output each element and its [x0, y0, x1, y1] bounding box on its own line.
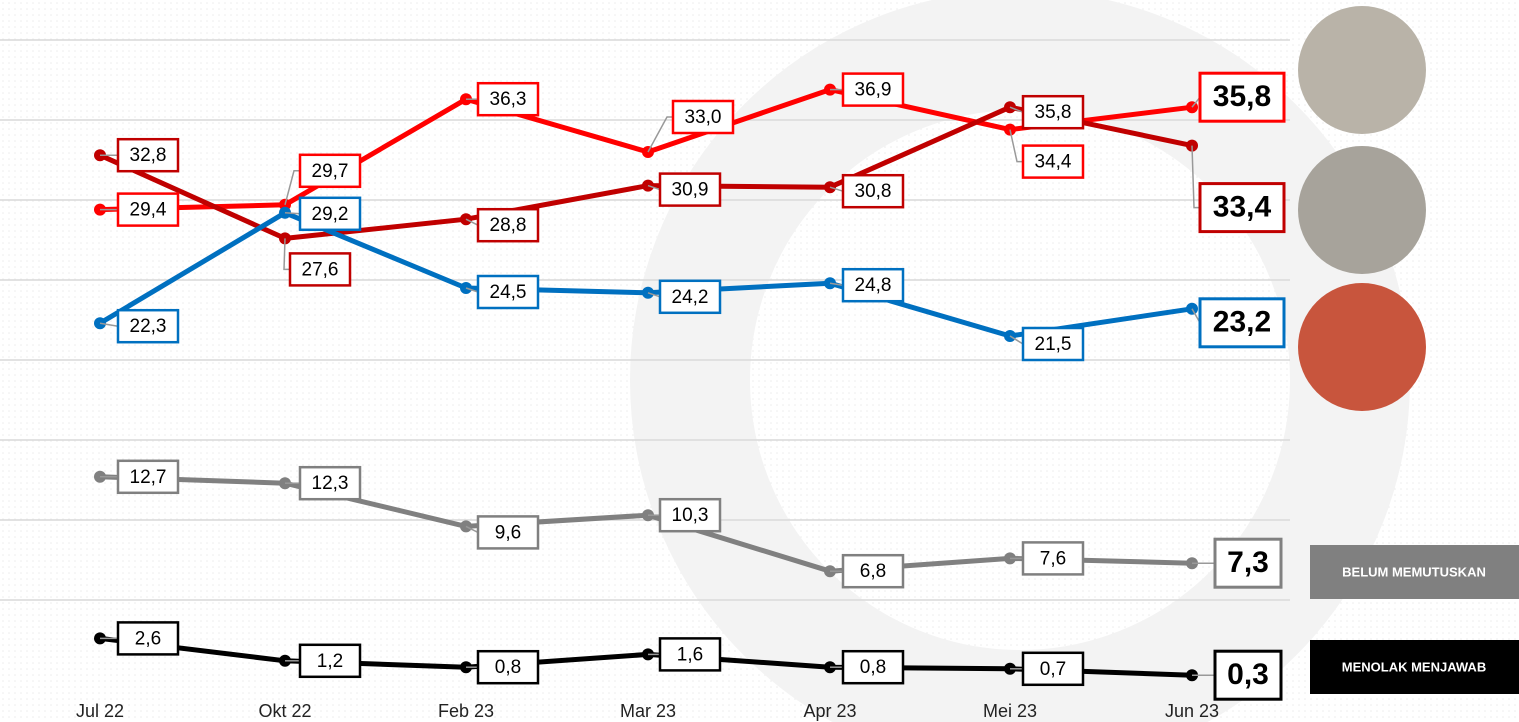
x-tick-label: Feb 23 — [438, 701, 494, 721]
x-tick-label: Jun 23 — [1165, 701, 1219, 721]
data-label: 10,3 — [672, 505, 709, 526]
data-label: 1,6 — [677, 644, 703, 665]
data-label: 33,0 — [685, 107, 722, 128]
data-label: 2,6 — [135, 628, 161, 649]
x-tick-label: Jul 22 — [76, 701, 124, 721]
data-label: 24,5 — [490, 282, 527, 303]
data-label: 36,9 — [855, 80, 892, 101]
data-label: 9,6 — [495, 522, 521, 543]
data-label: 35,8 — [1035, 102, 1072, 123]
data-label: 23,2 — [1213, 306, 1271, 339]
x-tick-label: Mei 23 — [983, 701, 1037, 721]
data-label: 6,8 — [860, 561, 886, 582]
data-label: 0,7 — [1040, 659, 1066, 680]
data-label: 24,2 — [672, 287, 709, 308]
data-label: 34,4 — [1035, 152, 1072, 173]
data-label: 28,8 — [490, 215, 527, 236]
data-label: 0,3 — [1227, 658, 1269, 691]
data-label: 30,9 — [672, 180, 709, 201]
x-tick-label: Okt 22 — [258, 701, 311, 721]
chart: Jul 22 Okt 22 Feb 23 Mar 23 Apr 23 Mei 23 Jun … — [0, 0, 1519, 722]
data-label: 27,6 — [302, 259, 339, 280]
legend-label: MENOLAK MENJAWAB — [1342, 659, 1486, 674]
portraits — [1298, 6, 1426, 411]
data-label: 29,2 — [312, 204, 349, 225]
portrait — [1298, 6, 1426, 134]
leader-line — [285, 213, 300, 214]
data-label: 22,3 — [130, 316, 167, 337]
data-label: 0,8 — [860, 657, 886, 678]
data-label: 35,8 — [1213, 80, 1271, 113]
legend-label: BELUM MEMUTUSKAN — [1342, 564, 1486, 579]
data-label: 1,2 — [317, 651, 343, 672]
portrait — [1298, 283, 1426, 411]
data-label: 24,8 — [855, 275, 892, 296]
data-label: 33,4 — [1213, 191, 1272, 224]
data-label: 7,6 — [1040, 548, 1066, 569]
data-label: 36,3 — [490, 89, 527, 110]
data-label: 12,3 — [312, 473, 349, 494]
data-label: 29,4 — [130, 200, 167, 221]
portrait — [1298, 146, 1426, 274]
x-tick-label: Apr 23 — [803, 701, 856, 721]
data-label: 7,3 — [1227, 546, 1269, 579]
data-label: 12,7 — [130, 467, 167, 488]
x-tick-label: Mar 23 — [620, 701, 676, 721]
data-label: 21,5 — [1035, 334, 1072, 355]
data-label: 29,7 — [312, 161, 349, 182]
data-label: 30,8 — [855, 181, 892, 202]
data-label: 32,8 — [130, 145, 167, 166]
data-label: 0,8 — [495, 657, 521, 678]
